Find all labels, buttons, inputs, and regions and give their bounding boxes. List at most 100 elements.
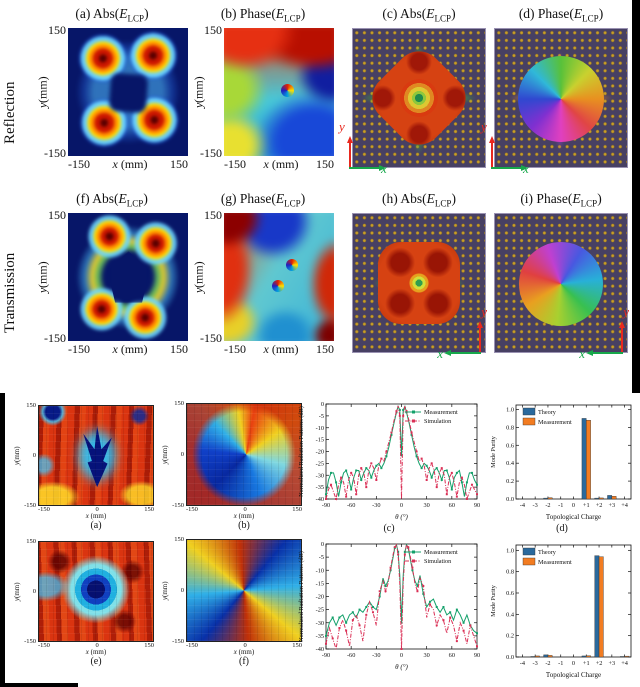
x-axis-label: x (mm): [233, 648, 255, 656]
svg-text:-90: -90: [322, 652, 330, 659]
figure-border-left: [0, 393, 5, 687]
figure-border-bottom: [0, 683, 78, 687]
metasurface-phase-simulation: y x: [494, 213, 629, 361]
phase-vortex: [272, 279, 285, 292]
svg-text:+4: +4: [621, 502, 629, 509]
pixel-overlay: [39, 406, 153, 505]
panel-b-title: (b) Phase(ELCP): [220, 6, 306, 24]
radiation-pattern-chart-2: -90 -60 -30 0 30 60 90 0 -5 -10 -15 -20 -25 -30 -35 -40…: [296, 539, 482, 678]
metasurface-phase-simulation: y x: [481, 28, 628, 176]
panel-c: (c) Abs(ELCP) y x: [339, 6, 486, 176]
panel-letter: (a): [90, 520, 102, 531]
panel-bottom-a: y (mm) 150 0 -150 -150 0 150 x (mm) (a): [12, 402, 154, 531]
panel-a: (a) Abs(ELCP) y (mm) 150 -150 -150 x (mm…: [36, 6, 188, 172]
svg-text:-40: -40: [316, 646, 324, 653]
y-axis-arrow: [618, 321, 625, 354]
svg-text:0.2: 0.2: [506, 633, 514, 640]
svg-text:Measurement: Measurement: [424, 549, 458, 556]
svg-text:-2: -2: [545, 660, 550, 667]
y-tick-top: 150: [204, 208, 222, 222]
y-tick: 0: [180, 450, 184, 458]
radiation-pattern-chart-1: -90 -60 -30 0 30 60 90 0 -5 -10 -15 -20 -25 -30 -35 -40…: [296, 399, 482, 528]
panel-a-title: (a) Abs(ELCP): [75, 6, 149, 24]
panel-g-title: (g) Phase(ELCP): [220, 191, 306, 209]
svg-text:-60: -60: [347, 502, 355, 509]
svg-text:+2: +2: [596, 502, 603, 509]
panel-d: (d) Phase(ELCP) y x: [481, 6, 628, 176]
svg-text:Mode Purity: Mode Purity: [490, 584, 497, 617]
panel-h-title: (h) Abs(ELCP): [382, 191, 456, 209]
svg-text:-30: -30: [372, 652, 380, 659]
measured-phase-spiral-map-l2: [186, 539, 302, 642]
y-axis-arrow-label: y: [481, 119, 487, 134]
panel-c-title: (c) Abs(ELCP): [382, 6, 456, 24]
svg-text:90: 90: [474, 502, 480, 509]
panel-b: (b) Phase(ELCP) y (mm) 150 -150 -150 x (…: [192, 6, 334, 172]
x-axis-arrow: [444, 349, 481, 356]
y-axis-arrow: [476, 321, 483, 354]
svg-text:60: 60: [449, 652, 455, 659]
svg-text:1.0: 1.0: [506, 547, 514, 554]
pixel-overlay: [39, 542, 153, 641]
svg-text:-35: -35: [316, 633, 324, 640]
svg-text:-4: -4: [520, 660, 526, 667]
row-label-reflection: Reflection: [2, 81, 18, 144]
svg-text:-5: -5: [319, 554, 324, 561]
abs-elcp-reflection-heatmap: [68, 28, 188, 156]
svg-text:30: 30: [424, 652, 430, 659]
phase-vortex: [281, 84, 295, 98]
y-axis-arrow-label: y: [339, 119, 345, 134]
svg-text:0.6: 0.6: [506, 590, 514, 597]
svg-text:0.8: 0.8: [506, 424, 514, 431]
x-axis: -150 x (mm) 150: [68, 342, 188, 356]
x-axis-arrow-label: x: [579, 346, 585, 361]
svg-text:-1: -1: [558, 502, 563, 509]
y-tick: 0: [32, 451, 36, 459]
svg-text:0.6: 0.6: [506, 442, 514, 449]
svg-text:-25: -25: [316, 607, 324, 614]
y-tick-top: 150: [48, 208, 66, 222]
x-axis-label: x (mm): [85, 512, 107, 520]
coordinate-axes: y x: [431, 304, 493, 364]
row-label-transmission: Transmission: [2, 252, 18, 334]
x-axis: -150 x (mm) 150: [224, 157, 334, 171]
svg-text:0: 0: [400, 652, 403, 659]
svg-text:0.4: 0.4: [506, 460, 515, 467]
x-axis-arrow-label: x: [381, 161, 387, 176]
y-tick-bottom: -150: [200, 331, 222, 345]
svg-text:+3: +3: [608, 660, 615, 667]
y-axis-label: y (mm): [191, 261, 206, 293]
phase-field: [224, 213, 334, 341]
y-tick-top: 150: [48, 23, 66, 37]
panel-letter: (e): [90, 656, 102, 667]
svg-text:Theory: Theory: [538, 409, 557, 416]
svg-text:+2: +2: [596, 660, 603, 667]
coordinate-axes: y x: [479, 119, 541, 179]
y-tick: -150: [172, 638, 184, 645]
svg-text:-30: -30: [316, 472, 324, 479]
svg-text:Measurement: Measurement: [538, 559, 572, 566]
y-axis-arrow: [346, 136, 353, 169]
y-tick: 150: [174, 400, 184, 407]
svg-text:Theory: Theory: [538, 549, 557, 556]
abs-field-blob: [378, 242, 460, 324]
svg-text:Normalized Radiation Patterns: Normalized Radiation Patterns (dB): [298, 406, 305, 497]
chart-letter-c: (c): [383, 523, 395, 534]
field-paint: [39, 406, 153, 505]
svg-text:-20: -20: [316, 594, 324, 601]
pixel-overlay: [187, 540, 301, 641]
y-tick: 0: [32, 587, 36, 595]
chart-letter-d: (d): [556, 523, 568, 534]
svg-text:0: 0: [400, 502, 403, 509]
svg-text:-60: -60: [347, 652, 355, 659]
panel-f-title: (f) Abs(ELCP): [76, 191, 148, 209]
panel-d-title: (d) Phase(ELCP): [518, 6, 604, 24]
svg-text:-2: -2: [545, 502, 550, 509]
panel-h: (h) Abs(ELCP) y x: [352, 191, 487, 361]
svg-text:1.0: 1.0: [506, 406, 514, 413]
figure-near-field-distributions: Reflection Transmission (a) Abs(ELCP) y …: [0, 0, 640, 393]
measured-abs-field-map-l2: [38, 541, 154, 642]
y-axis-arrow-label: y: [623, 304, 629, 319]
coordinate-axes: y x: [573, 304, 635, 364]
